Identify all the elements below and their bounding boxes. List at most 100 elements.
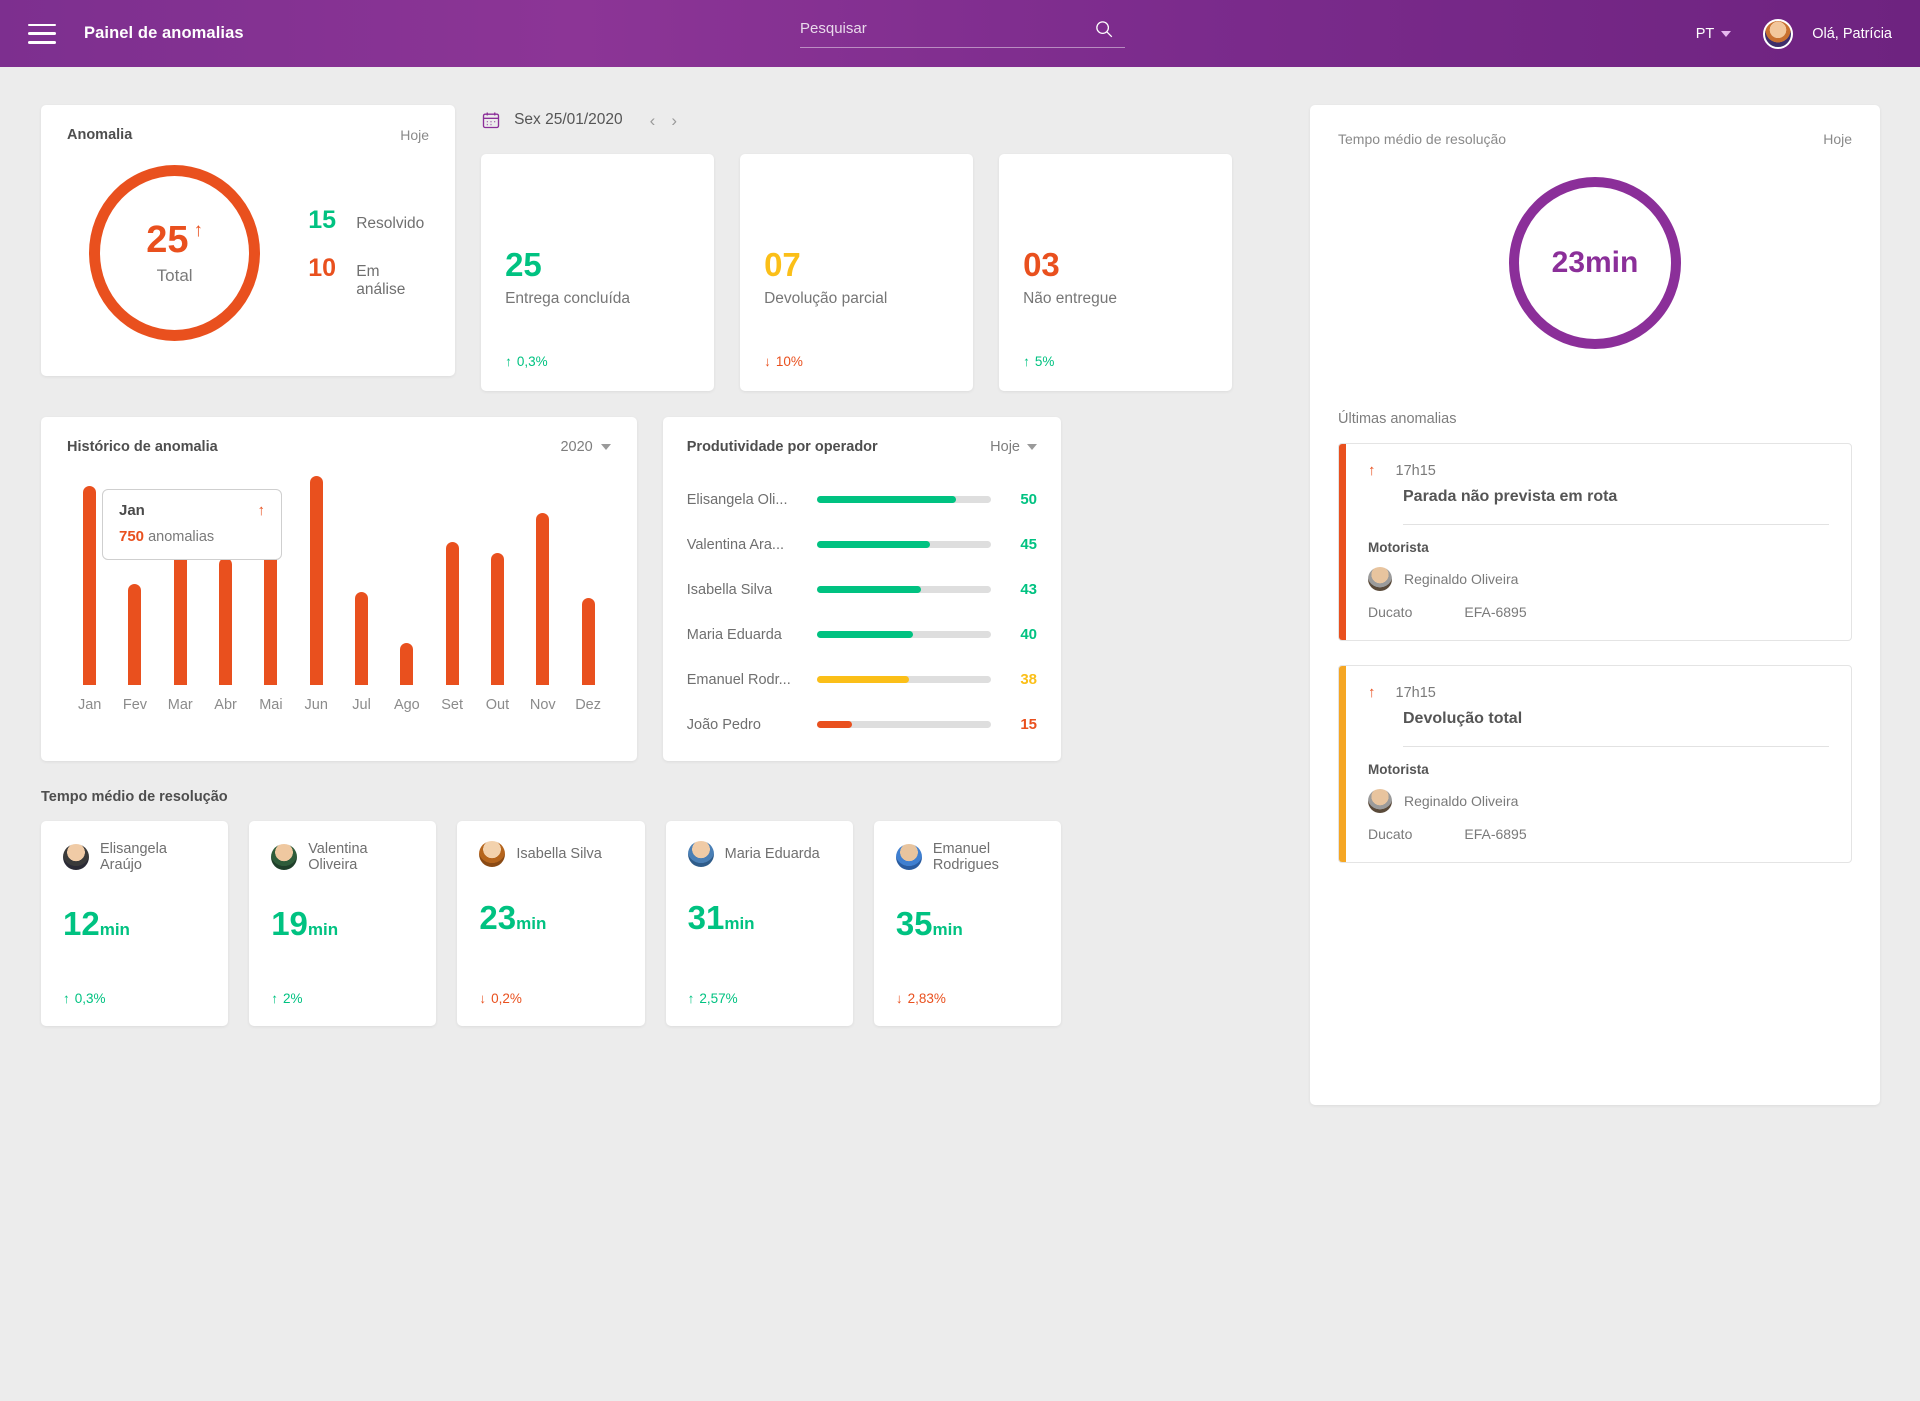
anomaly-total-label: Total [156,265,193,285]
operator-resolution-card[interactable]: Valentina Oliveira 19min ↑ 2% [249,821,437,1026]
chart-bar[interactable] [355,592,369,685]
chart-bar[interactable] [445,541,459,685]
productivity-row: João Pedro 15 [687,702,1037,747]
chevron-down-icon [1027,444,1037,450]
chart-bar[interactable] [264,520,278,685]
operator-delta: ↑ 0,3% [63,991,206,1006]
stat-card-delivered[interactable]: 25 Entrega concluída ↑ 0,3% [481,154,715,391]
chart-bar-column[interactable] [158,473,203,685]
chevron-down-icon [1721,30,1732,37]
severity-stripe [1339,666,1346,862]
latest-anomalies-list: ↑ 17h15 Parada não prevista em rota Motoris… [1338,443,1852,863]
arrow-up-icon: ↑ [257,502,266,519]
tooltip-unit: anomalias [148,529,215,545]
anomaly-period-label[interactable]: Hoje [400,127,430,143]
avatar [1368,789,1392,813]
productivity-period-selector[interactable]: Hoje [990,439,1037,455]
operator-value: 40 [1020,626,1037,643]
operator-delta-value: 2% [282,991,303,1006]
operator-delta: ↓ 0,2% [479,991,622,1006]
year-label: 2020 [560,439,593,455]
progress-fill [816,541,930,548]
chart-bar[interactable] [128,584,142,685]
hamburger-icon[interactable] [28,23,56,44]
chart-bar[interactable] [83,486,97,685]
operator-time: 23min [479,901,622,934]
next-date-button[interactable]: › [671,110,677,130]
chart-bar-column[interactable] [248,473,293,685]
resolution-panel-period[interactable]: Hoje [1823,131,1852,147]
search-input[interactable] [800,16,1125,48]
divider [1403,524,1829,525]
stat-card-not-delivered[interactable]: 03 Não entregue ↑ 5% [999,154,1233,391]
chart-bar[interactable] [581,597,595,685]
operator-time-unit: min [516,914,547,933]
productivity-row: Valentina Ara... 45 [687,522,1037,567]
anomaly-legend: 15 Resolvido 10 Em análise [308,207,429,299]
language-label: PT [1695,25,1715,42]
anomaly-list-item[interactable]: ↑ 17h15 Devolução total Motorista Reginaldo … [1338,665,1852,863]
chart-bar-column[interactable] [565,473,610,685]
chart-bar-column[interactable] [384,473,429,685]
chart-bar-column[interactable] [430,473,475,685]
progress-track [816,586,991,593]
avatar [63,844,89,870]
stat-delta-value: 0,3% [516,354,548,369]
legend-label: Resolvido [356,214,425,232]
chart-x-label: Set [441,697,464,713]
chart-bar[interactable] [490,552,504,685]
chart-bar[interactable] [309,475,323,685]
operator-resolution-card[interactable]: Elisangela Araújo 12min ↑ 0,3% [41,821,229,1026]
operator-name: Elisangela Araújo [100,841,167,873]
operator-resolution-card[interactable]: Isabella Silva 23min ↓ 0,2% [457,821,645,1026]
chart-bar-column[interactable] [112,473,157,685]
chart-bar[interactable] [219,557,233,685]
anomaly-time: 17h15 [1395,462,1436,479]
avatar[interactable] [1763,18,1794,49]
operator-name: João Pedro [686,716,761,733]
chart-bar-column[interactable] [520,473,565,685]
anomaly-list-item[interactable]: ↑ 17h15 Parada não prevista em rota Motoris… [1338,443,1852,641]
chart-x-label: Ago [393,697,420,713]
year-selector[interactable]: 2020 [560,439,611,455]
chart-bar[interactable] [400,642,414,685]
operator-resolution-card[interactable]: Maria Eduarda 31min ↑ 2,57% [665,821,853,1026]
latest-anomalies-title: Últimas anomalias [1338,411,1457,427]
search-container [800,16,1125,48]
operator-value: 50 [1020,491,1037,508]
operator-time: 12min [63,907,206,940]
chart-bar-column[interactable] [475,473,520,685]
anomaly-total-value: 25 [146,218,189,261]
operator-name: Emanuel Rodrigues [932,841,999,873]
chart-x-label: Nov [529,697,556,713]
stat-delta: ↑ 0,3% [505,354,690,369]
operator-resolution-card[interactable]: Emanuel Rodrigues 35min ↓ 2,83% [873,821,1062,1026]
operator-name: Isabella Silva [516,846,602,862]
operator-time-unit: min [99,920,130,939]
language-selector[interactable]: PT [1696,26,1732,42]
operator-name: Valentina Ara... [686,536,785,553]
arrow-up-icon: ↑ [505,354,512,369]
chart-bar-column[interactable] [203,473,248,685]
greeting-label: Olá, Patrícia [1812,25,1892,42]
side-column: Tempo médio de resolução Hoje 23min Últi… [1310,105,1880,1105]
chart-bar-column[interactable] [67,473,112,685]
prev-date-button[interactable]: ‹ [649,110,656,130]
driver-label: Motorista [1368,540,1429,555]
operator-value: 38 [1020,671,1037,688]
resolution-panel-title: Tempo médio de resolução [1338,131,1507,147]
anomaly-time: 17h15 [1395,684,1436,701]
row-resolution: Tempo médio de resolução Elisangela Araú… [41,789,1062,1026]
chart-x-label: Jun [304,697,328,713]
calendar-icon[interactable] [481,110,501,130]
history-bar-chart: Jan Fev Mar Abr Mai Jun Jul Ago Set Out Nov Dez Jan… [67,473,611,713]
anomaly-donut: 25 ↑ Total [89,165,261,341]
stat-value: 07 [764,246,801,283]
stat-card-partial-return[interactable]: 07 Devolução parcial ↓ 10% [740,154,974,391]
operator-value: 43 [1020,581,1037,598]
chart-bar[interactable] [173,533,187,685]
chart-bar-column[interactable] [339,473,384,685]
chart-bar-column[interactable] [294,473,339,685]
main-column: Anomalia Hoje 25 ↑ Total 15 Resolvido [41,105,1233,1026]
chart-bar[interactable] [536,512,550,685]
